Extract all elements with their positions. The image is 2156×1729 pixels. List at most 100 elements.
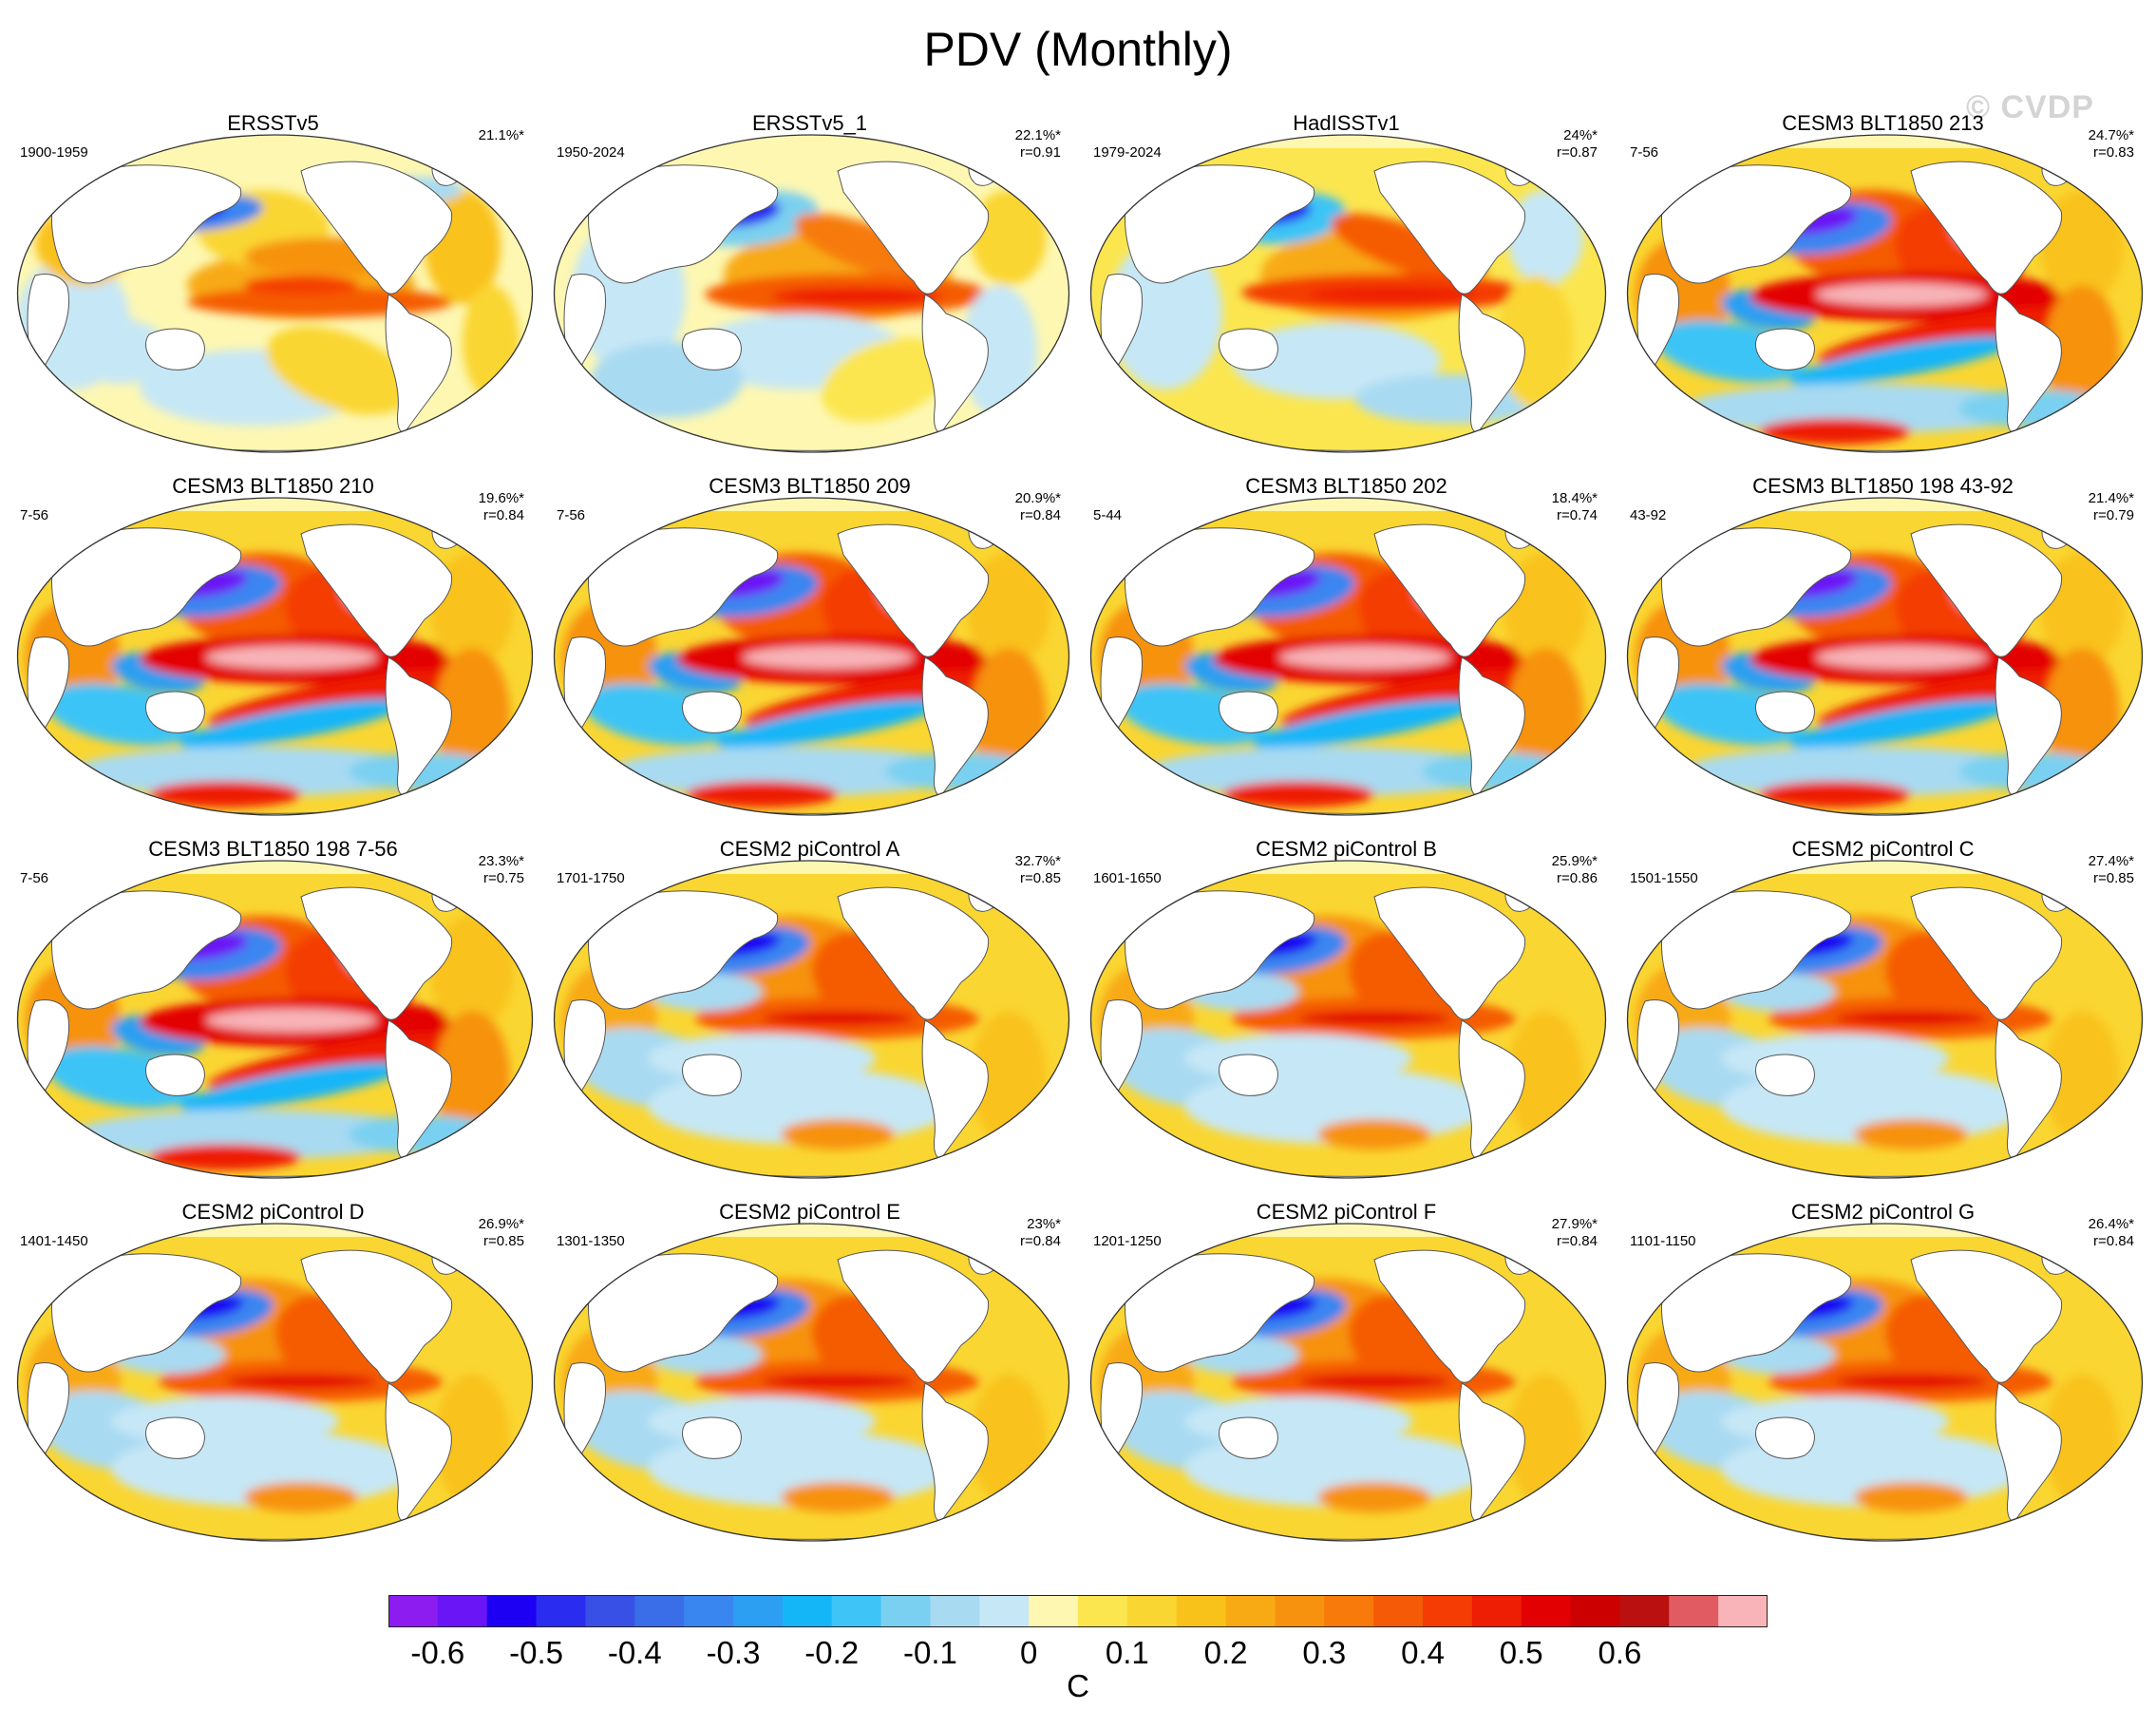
map-panel: HadISSTv1 1979-2024 24%* r=0.87 — [1078, 112, 1615, 468]
globe-outline — [553, 134, 1070, 453]
colorbar-tick-label: 0.6 — [1598, 1635, 1642, 1670]
land-mask — [27, 1247, 474, 1541]
panel-years: 1601-1650 — [1093, 870, 1162, 886]
panel-variance-pct: 26.9%* — [478, 1216, 524, 1232]
sst-map — [16, 497, 534, 816]
panel-years: 7-56 — [557, 507, 586, 523]
colorbar-tick-label: -0.1 — [902, 1635, 957, 1670]
map-panel: CESM2 piControl C 1501-1550 27.4%* r=0.85 — [1615, 838, 2151, 1194]
panel-pattern-correlation: r=0.74 — [1557, 507, 1598, 523]
map-panel: ERSSTv5 1900-1959 21.1%* — [5, 112, 541, 468]
panel-variance-pct: 21.1%* — [478, 127, 524, 143]
panel-variance-pct: 24%* — [1563, 127, 1598, 143]
panel-pattern-correlation: r=0.85 — [483, 1233, 524, 1249]
colorbar-tick-label: -0.4 — [607, 1635, 662, 1670]
panel-years: 1501-1550 — [1630, 870, 1698, 886]
colorbar-tick-label: -0.2 — [804, 1635, 860, 1670]
panel-years: 1701-1750 — [557, 870, 625, 886]
colorbar-tick-label: -0.5 — [509, 1635, 563, 1670]
sst-map — [1626, 497, 2144, 816]
panel-title: CESM2 piControl F — [1256, 1200, 1437, 1224]
sst-map — [16, 860, 534, 1179]
panel-years: 7-56 — [20, 870, 49, 886]
sst-map — [16, 1223, 534, 1542]
colorbar-swatch — [782, 1595, 833, 1627]
panel-title: ERSSTv5_1 — [751, 111, 868, 135]
panel-variance-pct: 23.3%* — [478, 853, 524, 869]
colorbar-swatch — [979, 1595, 1030, 1627]
map-panel: CESM3 BLT1850 198 7-56 7-56 23.3%* r=0.75 — [5, 838, 541, 1194]
sst-field — [17, 498, 533, 815]
sst-field — [17, 861, 533, 1178]
figure-title: PDV (Monthly) — [923, 23, 1233, 76]
panel-years: 1900-1959 — [20, 144, 88, 161]
sst-field — [17, 135, 533, 452]
colorbar-swatch — [634, 1595, 685, 1627]
colorbar-tick-label: 0.1 — [1105, 1635, 1149, 1670]
panel-pattern-correlation: r=0.85 — [1020, 870, 1061, 886]
colorbar-swatch — [437, 1595, 488, 1627]
panel-title: CESM2 piControl E — [719, 1200, 900, 1224]
sst-map — [1626, 134, 2144, 453]
panel-title: CESM2 piControl G — [1790, 1200, 1976, 1224]
sst-field — [554, 1224, 1069, 1541]
globe-outline — [1089, 134, 1607, 453]
map-panel: CESM3 BLT1850 202 5-44 18.4%* r=0.74 — [1078, 475, 1615, 831]
globe-outline — [1626, 860, 2144, 1179]
panel-title: CESM3 BLT1850 210 — [172, 474, 374, 498]
panel-pattern-correlation: r=0.83 — [2093, 144, 2134, 161]
panel-variance-pct: 26.4%* — [2088, 1216, 2134, 1232]
colorbar-swatch — [1078, 1595, 1128, 1627]
colorbar-swatch — [536, 1595, 586, 1627]
land-mask — [1636, 522, 2084, 815]
panel-years: 5-44 — [1093, 507, 1123, 523]
globe-outline — [553, 860, 1070, 1179]
watermark: © CVDP — [1966, 89, 2094, 125]
sst-field — [1090, 861, 1606, 1178]
panel-pattern-correlation: r=0.84 — [1557, 1233, 1598, 1249]
panel-pattern-correlation: r=0.91 — [1020, 144, 1061, 161]
panel-years: 1950-2024 — [557, 144, 625, 161]
panel-pattern-correlation: r=0.75 — [483, 870, 524, 886]
panel-variance-pct: 22.1%* — [1014, 127, 1061, 143]
map-panel: CESM3 BLT1850 210 7-56 19.6%* r=0.84 — [5, 475, 541, 831]
sst-map — [1089, 497, 1607, 816]
panel-title: CESM3 BLT1850 202 — [1245, 474, 1447, 498]
panel-variance-pct: 24.7%* — [2088, 127, 2134, 143]
sst-map — [553, 1223, 1070, 1542]
panel-years: 7-56 — [1630, 144, 1659, 161]
panel-years: 1979-2024 — [1093, 144, 1162, 161]
sst-field — [1090, 135, 1606, 452]
panel-pattern-correlation: r=0.87 — [1557, 144, 1598, 161]
sst-map — [553, 134, 1070, 453]
globe-outline — [1626, 497, 2144, 816]
panel-pattern-correlation: r=0.84 — [2093, 1233, 2134, 1249]
panel-variance-pct: 19.6%* — [478, 490, 524, 506]
globe-outline — [553, 1223, 1070, 1542]
colorbar-swatch — [1423, 1595, 1473, 1627]
colorbar-swatch — [1471, 1595, 1522, 1627]
colorbar-tick-label: 0.4 — [1401, 1635, 1445, 1670]
colorbar-swatch — [1275, 1595, 1325, 1627]
colorbar-tick-label: 0.2 — [1203, 1635, 1248, 1670]
panel-years: 7-56 — [20, 507, 49, 523]
sst-field — [554, 498, 1069, 815]
globe-outline — [1089, 1223, 1607, 1542]
globe-outline — [16, 1223, 534, 1542]
panel-title: CESM2 piControl B — [1256, 837, 1437, 861]
panel-pattern-correlation: r=0.79 — [2093, 507, 2134, 523]
sst-field — [1090, 498, 1606, 815]
land-mask — [1100, 884, 1547, 1178]
panel-title: HadISSTv1 — [1293, 111, 1400, 135]
colorbar-swatch — [388, 1595, 439, 1627]
panel-title: CESM3 BLT1850 209 — [709, 474, 911, 498]
panel-pattern-correlation: r=0.86 — [1557, 870, 1598, 886]
map-panel: CESM2 piControl F 1201-1250 27.9%* r=0.84 — [1078, 1201, 1615, 1557]
sst-field — [1090, 1224, 1606, 1541]
colorbar-swatch — [1029, 1595, 1079, 1627]
colorbar-tick-label: -0.6 — [410, 1635, 465, 1670]
sst-map — [1089, 1223, 1607, 1542]
panel-title: CESM2 piControl D — [181, 1200, 365, 1224]
panel-variance-pct: 32.7%* — [1014, 853, 1061, 869]
colorbar-swatch — [1521, 1595, 1572, 1627]
